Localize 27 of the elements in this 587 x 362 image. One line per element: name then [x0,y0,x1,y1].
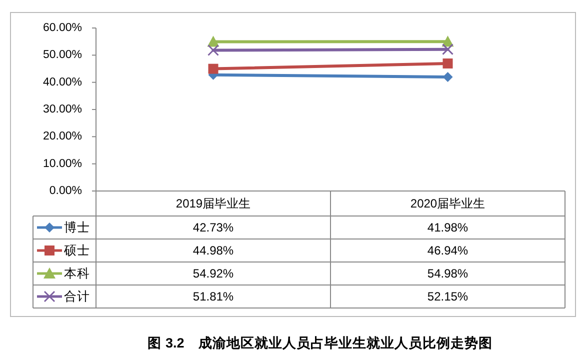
legend-label: 合计 [64,290,90,304]
text: 图 3.2 成渝地区就业人员占毕业生就业人员比例走势图 [148,336,492,350]
data-label: 52.15% [427,290,468,304]
x-tick-label: 2020届毕业生 [410,196,486,210]
y-tick-label: 0.00% [49,185,82,197]
legend-label: 博士 [64,220,90,234]
data-label: 44.98% [192,244,234,258]
data-label: 41.98% [427,220,468,234]
data-label: 54.98% [427,266,468,280]
x-tick-label: 2019届毕业生 [176,196,251,210]
point [442,58,453,68]
legend-label: 本科 [64,266,90,280]
point [442,44,454,56]
y-tick-label: 50.00% [42,49,82,62]
data-label: 51.81% [192,290,234,304]
point [442,72,453,82]
y-tick-label: 30.00% [42,104,82,116]
data-label: 46.94% [427,244,468,258]
legend-label: 硕士 [63,244,90,258]
y-tick-label: 10.00% [42,158,82,170]
data-label: 54.92% [192,266,234,280]
point [208,64,218,74]
y-tick-label: 40.00% [42,76,82,88]
y-tick-label: 20.00% [42,130,82,143]
data-label: 42.73% [192,220,234,234]
point [208,44,219,56]
y-tick-label: 60.00% [42,22,82,34]
